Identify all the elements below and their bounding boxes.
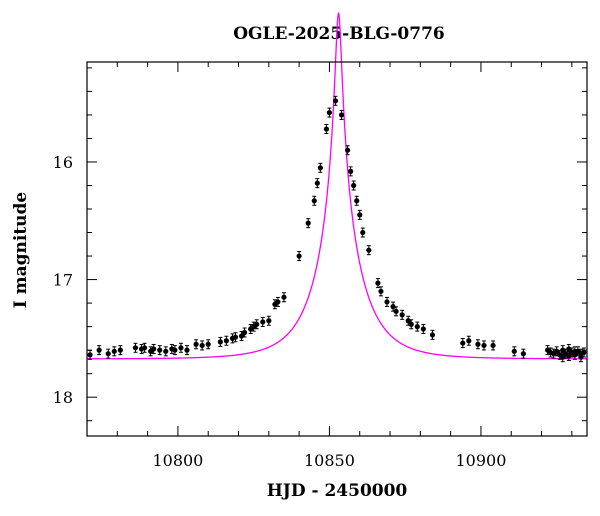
data-point [275,299,281,305]
data-point [393,308,399,314]
data-point [366,247,372,253]
data-point [232,334,239,340]
data-point [217,339,223,345]
data-point [223,338,229,344]
data-point [375,280,381,286]
data-point [414,324,420,330]
y-axis-label: I magnitude [11,192,31,309]
y-tick-label: 16 [53,153,73,172]
data-point [178,345,184,351]
data-point [460,340,466,346]
data-point [254,321,260,327]
data-point [157,347,163,353]
data-point [475,341,481,347]
x-tick-label: 10900 [455,451,506,470]
x-axis-label: HJD - 2450000 [267,481,408,501]
data-point [260,319,266,325]
data-point [560,354,566,360]
data-point [317,165,323,171]
data-point [305,220,311,226]
x-tick-label: 10850 [304,451,355,470]
data-point [360,229,366,236]
data-point [420,326,426,332]
data-point [572,348,578,354]
data-point [354,198,360,204]
model-curve [87,12,587,360]
data-point [338,112,345,118]
data-point [184,347,190,353]
data-point [566,346,572,352]
data-point [345,147,351,153]
data-point [311,198,317,204]
data-point [578,354,584,360]
data-point [111,348,117,354]
data-point [490,342,496,349]
model-layer [87,12,587,360]
data-point [466,338,472,344]
data-point [281,294,287,300]
data-point [520,351,526,357]
data-point [87,352,93,358]
data-point [357,212,363,218]
data-point [132,345,139,351]
y-tick-label: 18 [53,388,73,407]
data-point [199,342,205,349]
data-point [326,109,333,116]
data-point [96,347,102,353]
data-point [172,347,178,353]
data-point [351,182,357,189]
data-point [429,332,436,338]
data-point [151,346,157,352]
x-tick-label: 10800 [152,451,203,470]
data-point [296,253,302,259]
data-point [105,351,111,357]
data-point [241,329,248,336]
data-point [163,348,169,354]
data-point [378,288,384,294]
data-point [117,347,123,353]
data-point [314,180,320,186]
points-layer [87,95,587,363]
data-point [323,126,329,132]
data-point [408,321,414,327]
data-point [384,299,390,305]
data-point [390,304,396,310]
data-point [332,98,339,104]
chart-title: OGLE-2025-BLG-0776 [233,24,445,44]
data-point [266,318,272,324]
data-point [399,312,405,318]
data-point [581,349,587,356]
y-tick-label: 17 [53,271,73,290]
data-point [481,342,487,349]
data-point [193,341,199,347]
data-point [141,345,148,351]
plot-frame [86,61,588,437]
data-point [511,348,517,354]
ticks-layer: 10800 10850 10900 16 17 18 [53,62,587,470]
data-point [348,168,354,174]
data-point [205,341,211,347]
